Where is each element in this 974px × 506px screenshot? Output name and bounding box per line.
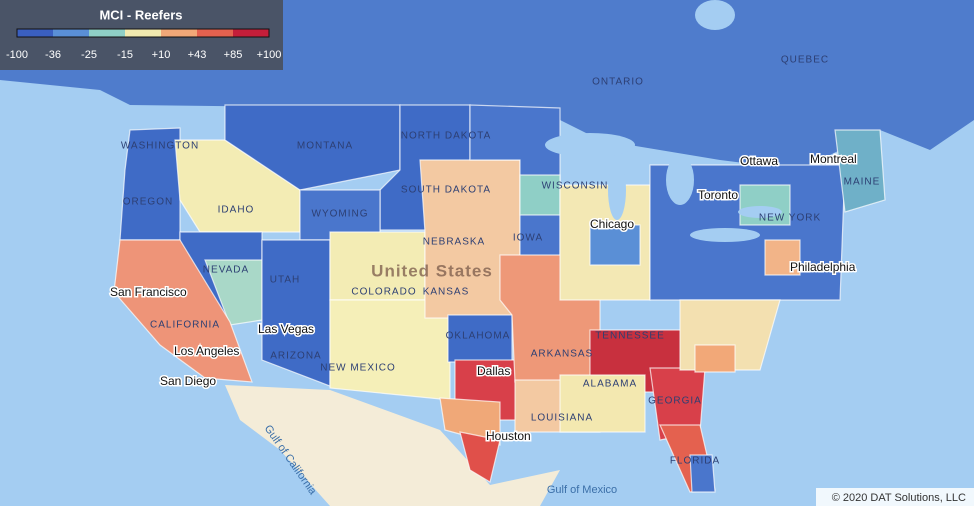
city-label: Chicago — [590, 217, 634, 231]
place-label: TENNESSEE — [595, 331, 665, 342]
city-label: Ottawa — [740, 154, 778, 168]
place-label: COLORADO — [351, 287, 416, 298]
place-label: ARIZONA — [270, 351, 321, 362]
place-label: WASHINGTON — [121, 141, 199, 152]
country-label: United States — [371, 261, 493, 280]
legend-label: +43 — [188, 49, 207, 61]
city-label: Philadelphia — [790, 260, 856, 274]
lake — [738, 206, 782, 218]
place-label: ALABAMA — [583, 379, 637, 390]
legend-label: +10 — [152, 49, 171, 61]
place-label: KANSAS — [423, 287, 470, 298]
place-label: NORTH DAKOTA — [401, 131, 492, 142]
legend-swatch — [53, 29, 89, 37]
lake — [690, 228, 760, 242]
region — [834, 129, 886, 213]
place-label: OREGON — [123, 197, 173, 208]
legend-swatch — [197, 29, 233, 37]
lakes — [545, 0, 782, 242]
legend-title: MCI - Reefers — [99, 7, 182, 22]
region — [689, 454, 716, 493]
legend: MCI - Reefers -100 -36 -25 -15 +10 +43 +85 +100 — [0, 0, 283, 70]
copyright: © 2020 DAT Solutions, LLC — [832, 492, 966, 504]
place-label: CALIFORNIA — [150, 320, 220, 331]
place-label: ONTARIO — [592, 77, 644, 88]
place-label: SOUTH DAKOTA — [401, 185, 491, 196]
place-label: FLORIDA — [670, 456, 720, 467]
place-label: OKLAHOMA — [446, 331, 511, 342]
place-label: WYOMING — [312, 209, 369, 220]
lake — [545, 133, 635, 157]
city-label: Dallas — [477, 364, 510, 378]
legend-label: +85 — [224, 49, 243, 61]
lake — [666, 155, 694, 205]
sea-label: Gulf of Mexico — [547, 484, 617, 496]
copyright-box — [816, 488, 974, 506]
place-label: NEBRASKA — [423, 237, 485, 248]
lake — [608, 160, 626, 220]
legend-label: -100 — [6, 49, 28, 61]
city-label: Montreal — [810, 152, 857, 166]
legend-label: +100 — [257, 49, 282, 61]
legend-label: -36 — [45, 49, 61, 61]
place-label: MONTANA — [297, 141, 353, 152]
place-label: IDAHO — [218, 205, 255, 216]
city-label: Toronto — [698, 188, 738, 202]
place-label: IOWA — [513, 233, 543, 244]
place-label: QUEBEC — [781, 55, 829, 66]
legend-label: -15 — [117, 49, 133, 61]
place-label: NEW YORK — [759, 213, 821, 224]
region — [459, 431, 501, 483]
place-label: MAINE — [844, 177, 881, 188]
region — [113, 239, 253, 383]
legend-swatch — [125, 29, 161, 37]
legend-swatch — [17, 29, 53, 37]
place-label: UTAH — [270, 275, 300, 286]
city-label: San Francisco — [110, 285, 187, 299]
place-label: ARKANSAS — [531, 349, 593, 360]
region — [439, 397, 501, 446]
region — [764, 239, 801, 276]
city-label: San Diego — [160, 374, 216, 388]
region — [694, 344, 736, 373]
place-label: WISCONSIN — [542, 181, 609, 192]
legend-bar: -100 -36 -25 -15 +10 +43 +85 +100 — [6, 28, 282, 61]
region — [589, 224, 641, 266]
legend-swatch — [89, 29, 125, 37]
place-label: GEORGIA — [648, 396, 702, 407]
legend-swatch — [161, 29, 197, 37]
region — [224, 104, 401, 191]
mexico — [225, 385, 560, 506]
city-label: Los Angeles — [174, 344, 239, 358]
place-label: NEVADA — [203, 265, 249, 276]
lake — [695, 0, 735, 30]
legend-frame — [16, 28, 270, 38]
place-label: LOUISIANA — [531, 413, 593, 424]
city-label: Houston — [486, 429, 531, 443]
regions — [113, 104, 886, 493]
region — [559, 374, 646, 433]
city-label: Las Vegas — [258, 322, 314, 336]
legend-swatch — [233, 29, 269, 37]
legend-label: -25 — [81, 49, 97, 61]
place-label: NEW MEXICO — [320, 363, 396, 374]
